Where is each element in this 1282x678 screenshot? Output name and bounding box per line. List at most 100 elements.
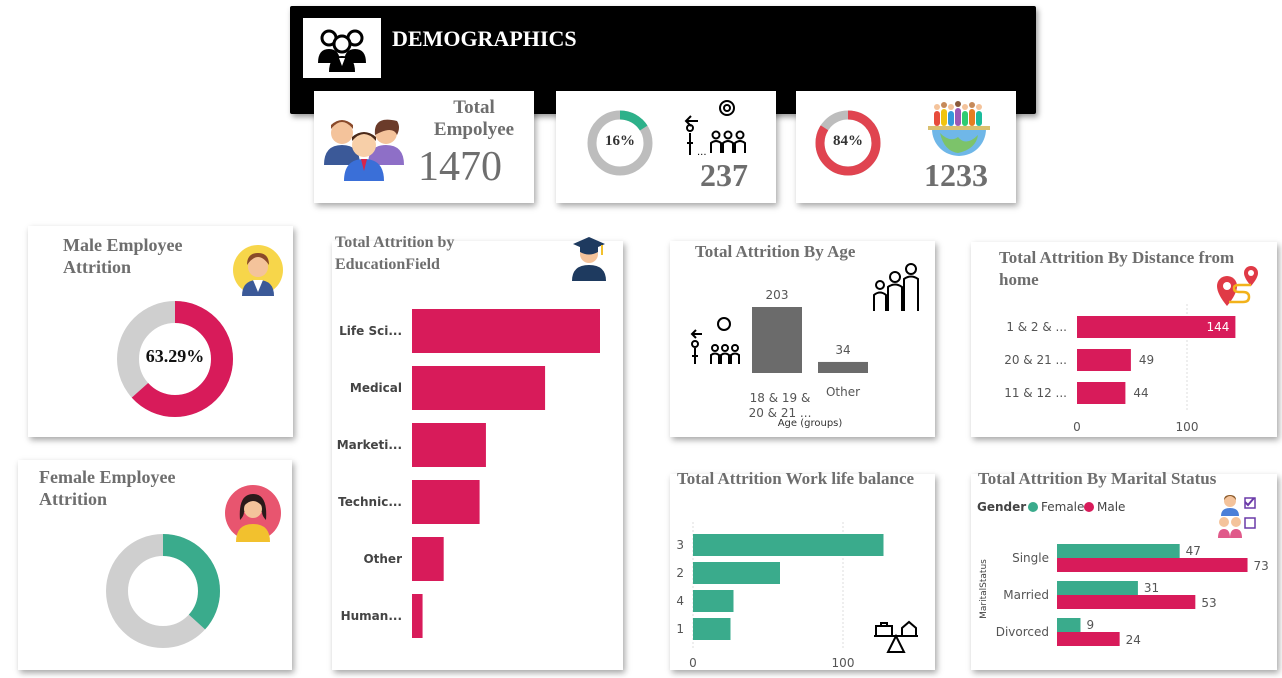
male-attrition-percent: 63.29%	[145, 346, 205, 366]
education-category-label: Medical	[350, 381, 402, 395]
marital-bar-female	[1057, 581, 1138, 595]
marital-female-value-label: 47	[1186, 544, 1201, 558]
page-title: DEMOGRAPHICS	[392, 26, 577, 51]
employee-leaving-icon-age	[690, 317, 740, 364]
education-category-label: Life Sci...	[339, 324, 402, 338]
distance-bar	[1077, 316, 1236, 338]
legend-male-label[interactable]: Male	[1097, 500, 1126, 514]
worklife-bar-chart: 0 100 3 2 4 1	[676, 522, 884, 670]
age-bar-chart: 203 34	[752, 288, 868, 373]
distance-title: Total Attrition By Distance from home	[999, 248, 1235, 289]
female-attrition-card: Female Employee Attrition	[18, 460, 292, 670]
age-category-2-label: Other	[825, 385, 861, 399]
distance-category-label: 11 & 12 ...	[1004, 386, 1067, 400]
worklife-title: Total Attrition Work life balance	[677, 469, 915, 488]
distance-category-label: 20 & 21 ...	[1004, 353, 1067, 367]
couple-checklist-icon	[1218, 495, 1256, 538]
worklife-bar	[693, 534, 884, 556]
distance-bar-value-label: 49	[1139, 353, 1154, 367]
global-workforce-icon	[928, 101, 990, 156]
marital-category-label: Single	[1012, 551, 1049, 565]
age-bar-value-label: 203	[766, 288, 789, 302]
female-attrition-title: Female Employee Attrition	[39, 467, 176, 509]
kpi-attrition-value: 237	[700, 157, 748, 193]
distance-bar-value-label: 44	[1133, 386, 1148, 400]
employees-icon	[324, 119, 404, 181]
distance-category-label: 1 & 2 & ...	[1006, 320, 1067, 334]
marital-bar-chart: Single 47 73 Married 31 53 Divorced 9 24	[996, 544, 1269, 647]
distance-bar	[1077, 349, 1131, 371]
worklife-bar	[693, 618, 731, 640]
education-bar	[412, 537, 444, 581]
education-bar	[412, 366, 546, 410]
family-icon	[873, 263, 919, 311]
age-bar-value-label: 34	[835, 343, 850, 357]
age-category-1-label: 18 & 19 & 20 & 21 ...	[744, 391, 816, 421]
male-avatar-icon	[233, 245, 283, 296]
distance-card: Total Attrition By Distance from home 0 1…	[971, 242, 1277, 437]
education-field-card: Total Attrition by EducationField Life S…	[332, 234, 623, 670]
age-category-1-line1: 18 & 19 &	[749, 391, 811, 405]
employee-leaving-icon: ...	[684, 100, 746, 157]
distance-bar-value-label: 144	[1206, 320, 1229, 334]
worklife-category-label: 4	[676, 594, 684, 608]
marital-bar-male	[1057, 558, 1248, 572]
location-route-icon	[1217, 266, 1258, 306]
marital-category-label: Married	[1003, 588, 1049, 602]
age-bar	[818, 361, 868, 373]
svg-text:...: ...	[697, 147, 707, 157]
retained-percent-ring	[815, 110, 881, 176]
worklife-bar	[693, 562, 780, 584]
marital-female-value-label: 31	[1144, 581, 1159, 595]
education-bar	[412, 480, 480, 524]
kpi-retained-card: 84% 1233	[796, 91, 1016, 203]
education-bar	[412, 309, 600, 353]
female-attrition-donut	[106, 534, 220, 648]
attrition-percent-label: 16%	[605, 133, 635, 149]
age-card: Total Attrition By Age 203 34 18 & 19 & 2…	[670, 241, 935, 437]
marital-bar-male	[1057, 632, 1120, 646]
kpi-retained-value: 1233	[924, 157, 988, 193]
worklife-balance-icon	[874, 620, 918, 653]
marital-male-value-label: 53	[1201, 596, 1216, 610]
legend-male-swatch	[1084, 502, 1094, 512]
kpi-total-card: Total Empolyee 1470	[314, 91, 534, 203]
male-attrition-donut	[117, 301, 233, 417]
worklife-bar	[693, 590, 734, 612]
marital-category-label: Divorced	[996, 625, 1049, 639]
people-group-icon	[303, 18, 381, 78]
distance-bar-chart: 0 100 1 & 2 & ... 144 20 & 21 ... 49 11 & 12 .…	[1004, 304, 1236, 434]
worklife-category-label: 3	[676, 538, 684, 552]
age-bar	[752, 307, 802, 373]
marital-card: Total Attrition By Marital Status Gender…	[971, 469, 1277, 670]
worklife-tick-label: 0	[689, 656, 697, 670]
education-bar	[412, 423, 486, 467]
worklife-category-label: 2	[676, 566, 684, 580]
marital-title: Total Attrition By Marital Status	[978, 469, 1217, 488]
distance-tick-label: 100	[1176, 420, 1199, 434]
marital-bar-female	[1057, 544, 1180, 558]
education-field-title: Total Attrition by EducationField	[335, 234, 455, 273]
marital-female-value-label: 9	[1086, 618, 1094, 632]
legend-female-swatch	[1028, 502, 1038, 512]
marital-bar-female	[1057, 618, 1081, 632]
age-title: Total Attrition By Age	[695, 242, 856, 261]
marital-male-value-label: 24	[1126, 633, 1141, 647]
education-category-label: Other	[363, 552, 402, 566]
worklife-category-label: 1	[676, 622, 684, 636]
kpi-total-value: 1470	[418, 144, 502, 190]
retained-percent-label: 84%	[833, 133, 863, 149]
education-bar	[412, 594, 423, 638]
marital-male-value-label: 73	[1254, 559, 1269, 573]
worklife-card: Total Attrition Work life balance 0 100 3 2…	[670, 469, 935, 670]
education-category-label: Technic...	[338, 495, 402, 509]
attrition-percent-ring	[587, 110, 653, 176]
marital-legend-title: Gender	[977, 500, 1027, 514]
male-attrition-card: Male Employee Attrition 63.29%	[28, 226, 293, 437]
education-category-label: Human...	[341, 609, 402, 623]
male-attrition-title: Male Employee Attrition	[63, 235, 183, 277]
legend-female-label[interactable]: Female	[1041, 500, 1085, 514]
kpi-total-label: Total Empolyee	[433, 97, 515, 140]
education-category-label: Marketi...	[337, 438, 402, 452]
distance-tick-label: 0	[1073, 420, 1081, 434]
